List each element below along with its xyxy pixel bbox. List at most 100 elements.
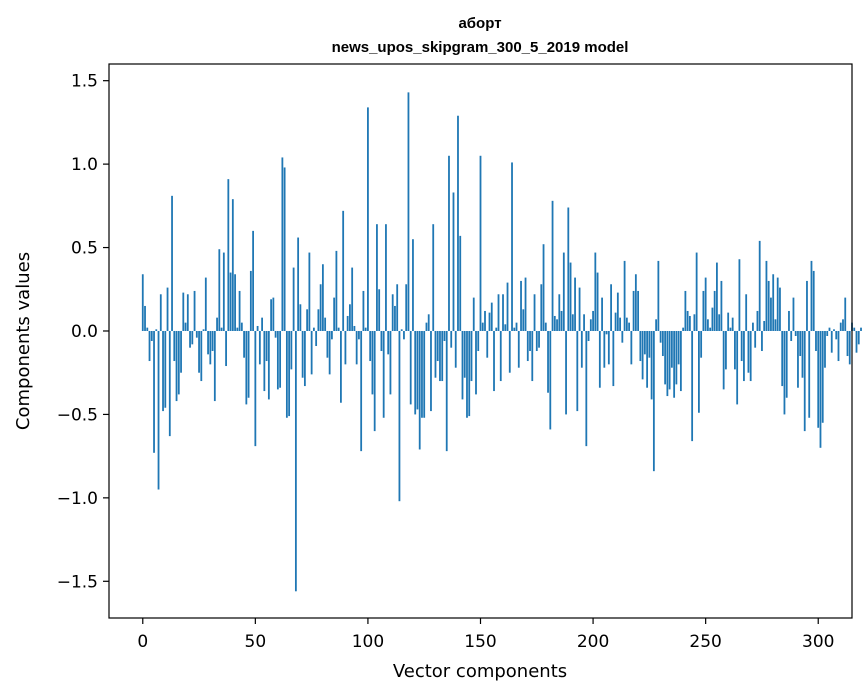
bar <box>281 157 284 331</box>
bar <box>166 287 169 331</box>
bar <box>294 330 297 592</box>
bar <box>175 330 178 402</box>
bar <box>614 312 617 331</box>
bar <box>243 330 245 358</box>
bar <box>472 297 475 331</box>
bar <box>394 305 396 331</box>
bar <box>441 330 444 382</box>
bar <box>418 330 421 450</box>
plot-frame <box>108 63 853 619</box>
bar <box>256 325 259 331</box>
bar <box>229 272 232 331</box>
bar <box>544 322 547 331</box>
bar <box>718 314 721 331</box>
bar <box>821 330 824 423</box>
bar <box>792 297 795 331</box>
bar <box>675 330 678 385</box>
bar <box>211 330 214 352</box>
bar <box>625 317 628 331</box>
bar <box>265 330 268 362</box>
bar <box>504 324 507 331</box>
bar <box>358 330 360 340</box>
bar <box>425 322 428 331</box>
bar <box>310 330 313 375</box>
bar <box>389 330 392 395</box>
bar <box>558 294 561 331</box>
bar <box>198 330 200 373</box>
bar <box>592 310 594 331</box>
bar <box>835 330 838 340</box>
bar <box>839 322 842 331</box>
bar <box>355 330 358 365</box>
bar <box>711 307 714 331</box>
y-tick-label: −1.5 <box>57 572 98 592</box>
bar <box>351 267 354 331</box>
bar <box>288 330 291 417</box>
bar <box>799 330 802 357</box>
bar <box>688 315 691 331</box>
bar <box>619 317 621 331</box>
bar <box>693 314 696 331</box>
bar <box>806 280 808 331</box>
bar <box>574 277 576 331</box>
bar <box>443 330 446 341</box>
bar <box>486 330 489 358</box>
bar <box>601 297 603 331</box>
bar <box>729 327 732 331</box>
bar <box>727 312 730 331</box>
bar <box>756 310 759 331</box>
bar <box>312 327 315 331</box>
bar <box>848 330 851 365</box>
bar <box>767 280 770 331</box>
bar <box>569 262 572 331</box>
x-tick-label: 250 <box>689 632 721 652</box>
bar <box>571 314 574 331</box>
bar <box>562 252 565 331</box>
bar <box>702 290 705 331</box>
bar <box>684 290 687 331</box>
bar <box>301 330 304 378</box>
bar <box>761 330 763 352</box>
bar <box>319 284 322 331</box>
bar <box>378 289 381 331</box>
bar <box>326 330 329 358</box>
bar <box>709 327 712 331</box>
bar <box>439 330 441 382</box>
bar <box>261 317 263 331</box>
x-tick-label: 200 <box>577 632 609 652</box>
bar <box>497 294 500 331</box>
bar <box>349 304 351 331</box>
bar <box>707 319 709 331</box>
bar <box>459 235 462 331</box>
bar <box>565 330 567 415</box>
bar <box>157 330 160 490</box>
bar <box>484 310 486 331</box>
bar <box>445 330 448 452</box>
y-axis-ticks: −1.5 −1.0 −0.5 0.0 0.5 1.0 1.5 <box>57 72 109 592</box>
bar <box>502 294 504 331</box>
bar <box>628 322 630 331</box>
bar <box>371 330 374 395</box>
bar <box>754 330 757 348</box>
y-tick-label: 1.0 <box>71 155 98 175</box>
bar <box>734 330 736 370</box>
bar <box>713 290 716 331</box>
bar <box>603 330 606 368</box>
x-tick-label: 100 <box>352 632 384 652</box>
bar <box>686 310 689 331</box>
bar <box>321 264 324 331</box>
bar <box>186 294 189 331</box>
bar <box>612 330 615 387</box>
bar <box>337 327 340 331</box>
bar <box>335 250 338 331</box>
bar <box>270 299 273 331</box>
bar <box>405 284 408 331</box>
bar <box>315 330 318 347</box>
bar <box>842 319 844 331</box>
bar <box>556 319 558 331</box>
bar <box>646 330 649 388</box>
bar <box>749 330 752 382</box>
bar <box>720 280 723 331</box>
bar <box>182 292 185 331</box>
bar <box>824 330 826 368</box>
